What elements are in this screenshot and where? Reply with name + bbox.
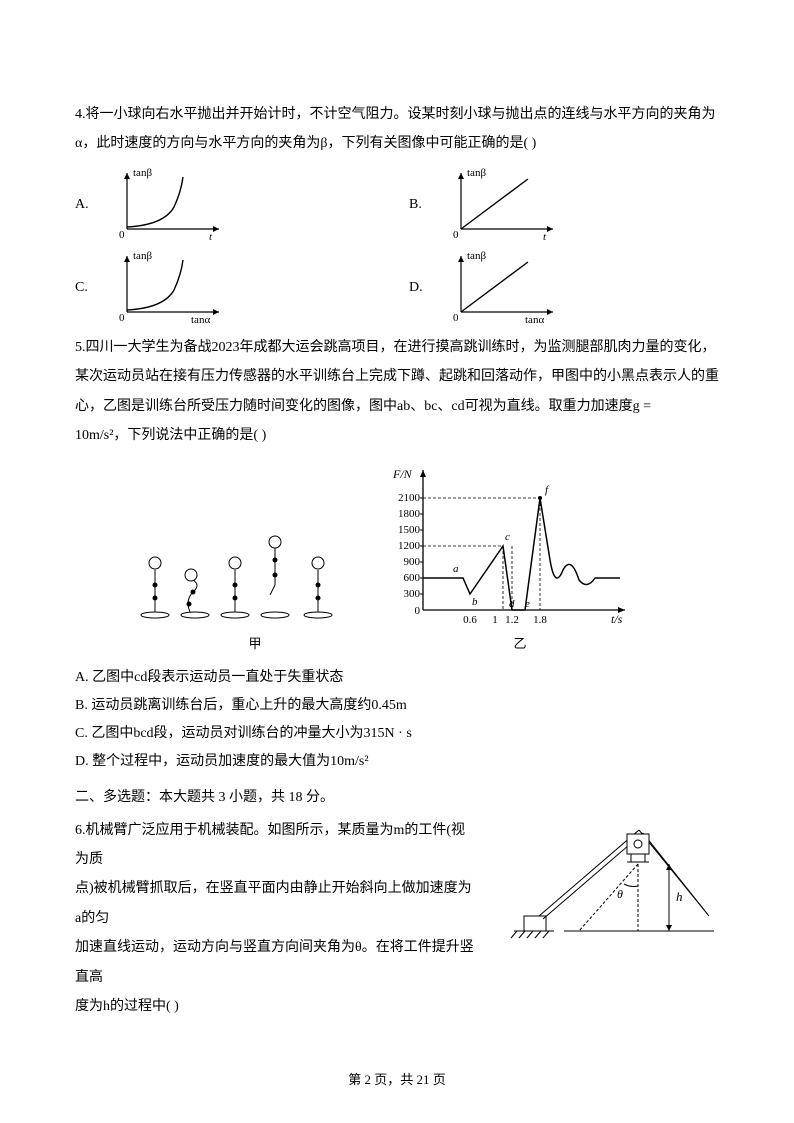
q4-graph-A: 0 tanβ t: [109, 167, 229, 242]
svg-text:1.8: 1.8: [533, 614, 547, 626]
graph-C-svg: 0 tanβ tanα: [109, 250, 229, 325]
q6-line1: 6.机械臂广泛应用于机械装配。如图所示，某质量为m的工件(视为质: [75, 816, 475, 875]
svg-text:1: 1: [492, 614, 498, 626]
svg-text:tanβ: tanβ: [133, 250, 152, 262]
q6-text: 6.机械臂广泛应用于机械装配。如图所示，某质量为m的工件(视为质 点)被机械臂抓…: [75, 816, 475, 1022]
svg-text:tanβ: tanβ: [467, 167, 486, 179]
q4-label-B: B.: [409, 190, 439, 219]
force-time-chart-svg: 0 300 600 900 1200 1500 1800 2100: [375, 460, 635, 630]
svg-text:a: a: [453, 563, 459, 575]
svg-text:0: 0: [453, 312, 459, 324]
graph-A-svg: 0 tanβ t: [109, 167, 229, 242]
question-5: 5.四川一大学生为备战2023年成都大运会跳高项目，在进行摸高跳训练时，为监测腿…: [75, 333, 719, 776]
svg-text:f: f: [545, 484, 550, 496]
stick-figures-svg: [135, 530, 345, 630]
yi-caption: 乙: [375, 630, 665, 657]
svg-text:300: 300: [404, 588, 421, 600]
q4-row-AB: A. 0 tanβ t B. 0 tanβ t: [75, 167, 719, 242]
svg-text:h: h: [676, 889, 683, 904]
svg-text:t/s: t/s: [611, 612, 623, 626]
q4-label-C: C.: [75, 273, 105, 302]
q4-graph-B: 0 tanβ t: [443, 167, 563, 242]
section-2-title: 二、多选题：本大题共 3 小题，共 18 分。: [75, 784, 719, 812]
svg-text:c: c: [505, 531, 510, 543]
q5-figure-jia: 甲: [135, 530, 375, 657]
svg-text:2100: 2100: [398, 492, 421, 504]
page-number: 第 2 页，共 21 页: [0, 1066, 794, 1093]
q5-options: A. 乙图中cd段表示运动员一直处于失重状态 B. 运动员跳离训练台后，重心上升…: [75, 664, 719, 776]
question-6: 6.机械臂广泛应用于机械装配。如图所示，某质量为m的工件(视为质 点)被机械臂抓…: [75, 816, 719, 1022]
q4-line1: 4.将一小球向右水平抛出并开始计时，不计空气阻力。设某时刻小球与抛出点的连线与水…: [75, 100, 719, 129]
q5-line4: 10m/s²，下列说法中正确的是( ): [75, 421, 719, 450]
q5-option-A: A. 乙图中cd段表示运动员一直处于失重状态: [75, 664, 719, 692]
jia-caption: 甲: [135, 630, 375, 657]
q5-figure-yi: 0 300 600 900 1200 1500 1800 2100: [375, 460, 665, 657]
svg-text:900: 900: [404, 556, 421, 568]
q4-line2: α，此时速度的方向与水平方向的夹角为β，下列有关图像中可能正确的是( ): [75, 129, 719, 158]
graph-B-svg: 0 tanβ t: [443, 167, 563, 242]
svg-text:1800: 1800: [398, 508, 421, 520]
robot-arm-svg: θ h: [509, 816, 719, 941]
svg-text:0.6: 0.6: [463, 614, 477, 626]
q6-line3: 加速直线运动，运动方向与竖直方向间夹角为θ。在将工件提升竖直高: [75, 933, 475, 992]
q5-option-D: D. 整个过程中，运动员加速度的最大值为10m/s²: [75, 748, 719, 776]
q5-option-B: B. 运动员跳离训练台后，重心上升的最大高度约0.45m: [75, 692, 719, 720]
q4-graph-C: 0 tanβ tanα: [109, 250, 229, 325]
q5-figures: 甲 0 300 600 900 1200 1500 1800 210: [135, 460, 719, 657]
graph-D-svg: 0 tanβ tanα: [443, 250, 563, 325]
svg-text:1500: 1500: [398, 524, 421, 536]
svg-text:t: t: [543, 231, 547, 242]
svg-text:1.2: 1.2: [505, 614, 519, 626]
x-axis-label: t: [209, 231, 213, 242]
svg-text:d: d: [509, 598, 515, 610]
svg-text:0: 0: [415, 605, 421, 617]
q5-option-C: C. 乙图中bcd段，运动员对训练台的冲量大小为315N · s: [75, 720, 719, 748]
q4-label-A: A.: [75, 190, 105, 219]
axis-origin: 0: [119, 229, 125, 241]
svg-text:600: 600: [404, 572, 421, 584]
question-4: 4.将一小球向右水平抛出并开始计时，不计空气阻力。设某时刻小球与抛出点的连线与水…: [75, 100, 719, 325]
q6-line4: 度为h的过程中( ): [75, 992, 475, 1021]
q6-line2: 点)被机械臂抓取后，在竖直平面内由静止开始斜向上做加速度为a的匀: [75, 874, 475, 933]
svg-text:tanα: tanα: [191, 314, 210, 325]
q5-line3: 心，乙图是训练台所受压力随时间变化的图像，图中ab、bc、cd可视为直线。取重力…: [75, 392, 719, 421]
svg-text:0: 0: [453, 229, 459, 241]
svg-text:tanα: tanα: [525, 314, 544, 325]
svg-text:b: b: [472, 596, 478, 608]
svg-text:e: e: [525, 598, 530, 610]
q5-line2: 某次运动员站在接有压力传感器的水平训练台上完成下蹲、起跳和回落动作，甲图中的小黑…: [75, 362, 719, 391]
q4-row-CD: C. 0 tanβ tanα D. 0 tanβ tanα: [75, 250, 719, 325]
y-axis-label: tanβ: [133, 167, 152, 179]
svg-text:1200: 1200: [398, 540, 421, 552]
q6-figure: θ h: [509, 816, 719, 941]
svg-text:tanβ: tanβ: [467, 250, 486, 262]
q4-graph-D: 0 tanβ tanα: [443, 250, 563, 325]
q5-line1: 5.四川一大学生为备战2023年成都大运会跳高项目，在进行摸高跳训练时，为监测腿…: [75, 333, 719, 362]
svg-text:F/N: F/N: [392, 467, 413, 481]
svg-text:0: 0: [119, 312, 125, 324]
svg-text:θ: θ: [617, 887, 623, 901]
q4-label-D: D.: [409, 273, 439, 302]
